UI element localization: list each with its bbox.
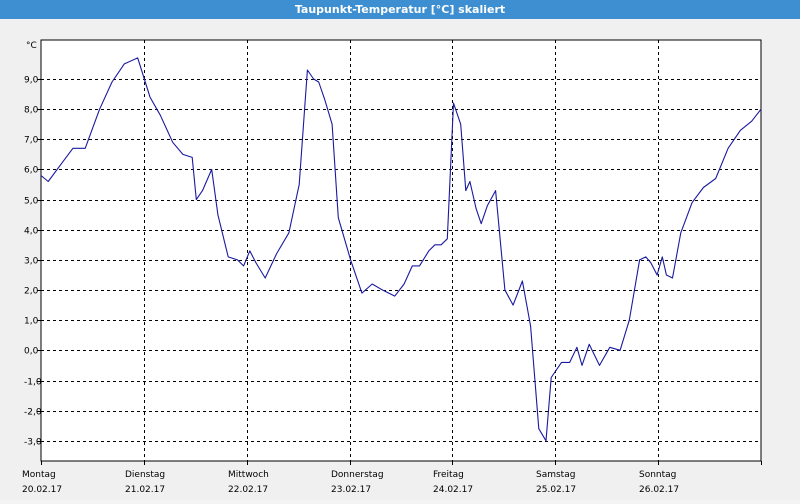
y-tick-label: 8,0	[24, 106, 39, 116]
y-tick-label: 1,0	[24, 317, 39, 327]
x-tick-weekday: Freitag	[433, 470, 464, 480]
series-line	[40, 57, 762, 442]
y-tick-label: 3,0	[24, 257, 39, 267]
chart-area: -3,0 -2,0 -1,0 0,0 1,0 2,0 3,0 4,0 5,0 6,0 7,0 8,0 9…	[0, 19, 800, 500]
plot-area	[40, 39, 762, 462]
x-tick-weekday: Sonntag	[639, 470, 676, 480]
x-tick-weekday: Donnerstag	[331, 470, 384, 480]
x-tick-date: 21.02.17	[125, 485, 165, 495]
y-tick-label: -3,0	[24, 438, 42, 448]
y-tick-label: 7,0	[24, 136, 39, 146]
y-tick-label: 4,0	[24, 227, 39, 237]
y-tick-label: -1,0	[24, 378, 42, 388]
x-tick-weekday: Dienstag	[125, 470, 165, 480]
x-tick-date: 25.02.17	[536, 485, 576, 495]
x-tick-date: 20.02.17	[22, 485, 62, 495]
x-tick-date: 26.02.17	[639, 485, 679, 495]
x-tick-weekday: Mittwoch	[228, 470, 269, 480]
y-tick-label: 5,0	[24, 197, 39, 207]
x-tick-weekday: Samstag	[536, 470, 575, 480]
y-tick-label: 0,0	[24, 347, 39, 357]
y-tick-label: 6,0	[24, 166, 39, 176]
window-title: Taupunkt-Temperatur [°C] skaliert	[0, 0, 800, 19]
y-tick-label: 9,0	[24, 76, 39, 86]
y-tick-label: 2,0	[24, 287, 39, 297]
y-axis-label: °C	[26, 41, 37, 51]
y-tick-label: -2,0	[24, 408, 42, 418]
x-tick-date: 23.02.17	[331, 485, 371, 495]
x-tick-date: 22.02.17	[228, 485, 268, 495]
x-tick-weekday: Montag	[22, 470, 56, 480]
dewpoint-chart: -3,0 -2,0 -1,0 0,0 1,0 2,0 3,0 4,0 5,0 6,0 7,0 8,0 9…	[22, 39, 762, 495]
x-tick-date: 24.02.17	[433, 485, 473, 495]
